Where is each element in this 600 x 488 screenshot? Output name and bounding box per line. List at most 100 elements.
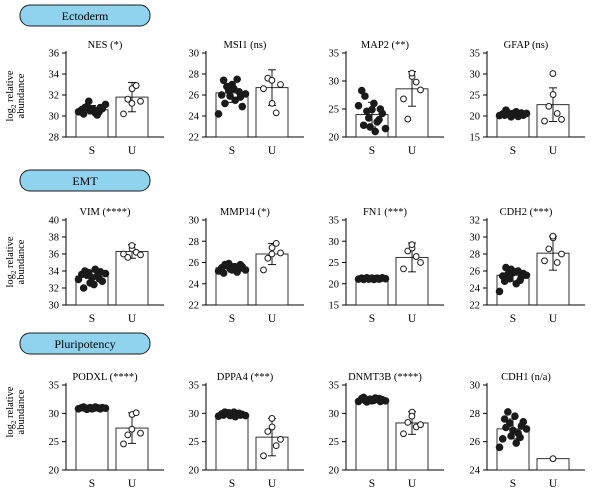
panel-gfap: GFAP (ns) 15 20 25 30 35 S U xyxy=(470,40,585,157)
data-point-s xyxy=(516,276,524,285)
y-tick-label: 28 xyxy=(189,237,200,248)
panel-title: CDH2 (***) xyxy=(500,207,553,218)
data-point-s xyxy=(505,274,514,283)
data-point-s xyxy=(505,419,514,428)
data-point-u xyxy=(545,102,553,110)
y-tick-label: 25 xyxy=(329,105,340,116)
data-point-u xyxy=(549,232,557,240)
panel-mmp14: MMP14 (*) 22 24 26 28 30 S U xyxy=(189,207,304,325)
bar-s xyxy=(215,414,249,471)
panel-title: DPPA4 (***) xyxy=(217,372,274,383)
data-point-u xyxy=(268,250,276,258)
data-point-u xyxy=(268,244,276,252)
data-point-s xyxy=(366,123,374,131)
data-point-u xyxy=(132,82,140,89)
data-point-u xyxy=(272,239,280,247)
data-point-u xyxy=(558,250,565,258)
panel-podxl: PODXL (****) 20 25 30 35 S U xyxy=(49,372,164,488)
data-point-u xyxy=(120,440,127,448)
y-tick-label: 30 xyxy=(189,409,200,420)
y-tick-label: 32 xyxy=(49,284,60,295)
data-point-s xyxy=(84,97,93,106)
category-label-s: S xyxy=(510,478,516,488)
panel-dppa4: DPPA4 (***) 20 25 30 35 S U xyxy=(189,372,304,488)
data-point-s xyxy=(235,88,243,96)
y-tick-label: 25 xyxy=(189,437,200,448)
data-point-u xyxy=(272,442,280,450)
category-label-s: S xyxy=(369,478,375,488)
data-point-s xyxy=(79,110,88,118)
y-tick-label: 28 xyxy=(470,409,481,420)
category-label-u: U xyxy=(128,145,137,157)
data-point-s xyxy=(375,115,383,124)
category-label-s: S xyxy=(369,313,375,325)
y-tick-label: 28 xyxy=(470,250,481,261)
data-point-u xyxy=(268,76,276,84)
data-point-u xyxy=(417,259,424,266)
y-tick-label: 30 xyxy=(49,301,60,312)
data-point-u xyxy=(412,253,420,260)
y-tick-label: 26 xyxy=(189,91,200,102)
y-tick-label: 34 xyxy=(49,267,60,278)
y-tick-label: 36 xyxy=(49,49,60,60)
data-point-s xyxy=(381,397,390,405)
y-tick-label: 34 xyxy=(49,70,60,81)
data-point-s xyxy=(238,102,247,111)
data-point-s xyxy=(371,127,380,136)
ylabel-line1: log2 relative xyxy=(5,236,18,287)
y-tick-label: 40 xyxy=(49,216,60,227)
panel-vim: VIM (****) 30 32 34 36 38 40 S U xyxy=(49,207,164,325)
data-point-s xyxy=(359,121,368,130)
ylabel-row-1: log2 relative abundance xyxy=(5,70,27,121)
data-point-s xyxy=(241,90,250,98)
panel-title: MSI1 (ns) xyxy=(224,40,267,51)
panel-msi1: MSI1 (ns) 22 24 26 28 30 S U xyxy=(189,40,304,157)
data-point-u xyxy=(128,242,136,249)
category-label-s: S xyxy=(229,478,235,488)
y-tick-label: 25 xyxy=(470,91,481,102)
category-label-s: S xyxy=(89,313,95,325)
data-point-u xyxy=(404,115,412,123)
data-point-s xyxy=(368,105,376,114)
data-point-s xyxy=(354,101,363,110)
category-label-u: U xyxy=(268,313,277,325)
data-point-u xyxy=(268,100,276,107)
data-point-s xyxy=(512,439,521,447)
category-label-u: U xyxy=(549,313,558,325)
y-tick-label: 30 xyxy=(329,237,340,248)
section-label-ectoderm: Ectoderm xyxy=(62,9,109,23)
section-header-pluripotency: Pluripotency xyxy=(19,332,151,355)
data-point-s xyxy=(504,408,512,416)
data-point-u xyxy=(400,265,407,273)
data-point-u xyxy=(260,266,267,274)
y-tick-label: 20 xyxy=(49,466,60,477)
data-point-u xyxy=(400,95,407,103)
y-tick-label: 22 xyxy=(189,301,200,312)
y-tick-label: 38 xyxy=(49,233,60,244)
panel-map2: MAP2 (**) 20 25 30 35 S U xyxy=(329,40,444,157)
data-point-u xyxy=(124,95,132,103)
data-point-u xyxy=(549,455,557,463)
data-point-s xyxy=(498,435,507,443)
data-point-u xyxy=(277,81,284,88)
y-tick-label: 30 xyxy=(189,216,200,227)
category-label-s: S xyxy=(510,313,516,325)
data-point-u xyxy=(277,436,284,443)
y-tick-label: 22 xyxy=(470,301,481,312)
data-point-u xyxy=(264,428,272,435)
data-point-s xyxy=(495,443,504,452)
ylabel-line2: abundance xyxy=(16,239,27,284)
data-point-s xyxy=(79,284,88,292)
y-tick-label: 28 xyxy=(189,70,200,81)
data-point-u xyxy=(553,259,561,266)
data-point-s xyxy=(378,109,387,118)
data-point-u xyxy=(137,251,144,259)
panel-title: MMP14 (*) xyxy=(220,207,270,218)
data-point-s xyxy=(98,277,107,286)
panel-title: VIM (****) xyxy=(79,207,131,218)
data-point-u xyxy=(400,430,407,438)
y-tick-label: 24 xyxy=(470,466,481,477)
data-point-s xyxy=(516,433,524,442)
y-tick-label: 28 xyxy=(49,133,60,144)
data-point-u xyxy=(260,452,267,460)
